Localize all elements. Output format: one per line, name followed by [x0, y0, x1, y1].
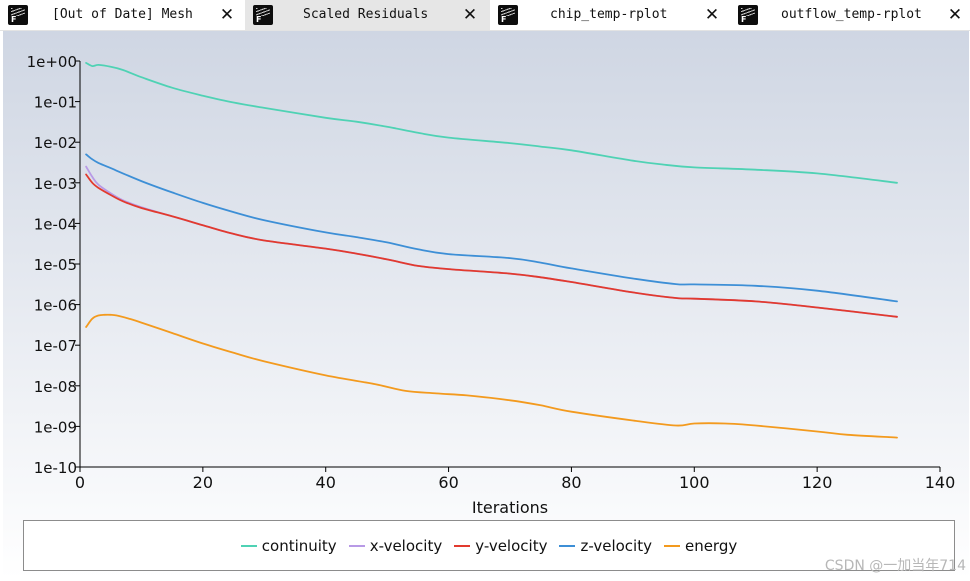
tab-outflow-temp-rplot[interactable]: F outflow_temp-rplot ✕	[730, 0, 970, 30]
close-icon[interactable]: ✕	[947, 5, 963, 25]
y-tick-label: 1e-04	[34, 215, 77, 233]
y-tick-label: 1e-09	[34, 418, 77, 436]
watermark: CSDN @一加当年714	[824, 558, 966, 574]
legend-item-continuity: continuity	[240, 536, 337, 555]
x-tick-label: 40	[316, 473, 336, 492]
legend-item-z-velocity: z-velocity	[559, 537, 652, 555]
close-icon[interactable]: ✕	[462, 5, 478, 25]
y-tick-label: 1e-06	[34, 297, 77, 315]
legend-label: x-velocity	[369, 536, 443, 555]
legend-item-x-velocity: x-velocity	[348, 536, 443, 555]
legend-label: energy	[684, 536, 738, 555]
close-icon[interactable]: ✕	[219, 5, 235, 25]
y-tick-label: 1e-10	[34, 459, 77, 477]
legend: continuity x-velocity y-velocity z-velocity…	[23, 520, 955, 571]
series-lines	[85, 62, 898, 439]
y-tick-label: 1e-01	[34, 94, 77, 112]
fluent-app-icon: F	[498, 5, 518, 25]
tab-label: [Out of Date] Mesh	[52, 7, 193, 22]
y-tick-label: 1e-05	[34, 256, 77, 274]
legend-item-y-velocity: y-velocity	[454, 537, 547, 555]
x-tick-label: 100	[679, 473, 710, 492]
x-tick-label: 20	[193, 473, 213, 492]
y-tick-label: 1e-07	[34, 337, 77, 355]
x-tick-label: 80	[561, 473, 581, 492]
x-tick-label: 120	[802, 473, 833, 492]
y-tick-label: 1e-03	[34, 175, 77, 193]
fluent-app-icon: F	[738, 5, 758, 25]
plot-panel	[3, 31, 969, 579]
tab-label: outflow_temp-rplot	[781, 7, 922, 22]
y-tick-label: 1e+00	[27, 53, 77, 71]
x-tick-label: 0	[75, 473, 85, 492]
y-tick-label: 1e-08	[34, 378, 77, 396]
close-icon[interactable]: ✕	[704, 5, 720, 25]
legend-item-energy: energy	[663, 536, 738, 555]
legend-swatch	[559, 544, 576, 547]
legend-label: y-velocity	[475, 536, 548, 555]
axes: 1e+00 1e-01 1e-02 1e-03 1e-04 1e-05 1e-06 1e-07…	[27, 53, 956, 492]
legend-swatch	[663, 544, 680, 547]
legend-label: z-velocity	[580, 536, 652, 555]
x-axis-label: Iterations	[472, 498, 548, 517]
series-line-continuity	[85, 62, 898, 184]
x-tick-label: 140	[925, 473, 956, 492]
legend-swatch	[454, 544, 471, 547]
series-line-y-velocity	[85, 173, 898, 318]
tab-label: Scaled Residuals	[303, 7, 429, 22]
tab-chip-temp-rplot[interactable]: F chip_temp-rplot ✕	[490, 0, 730, 30]
series-line-z-velocity	[85, 153, 898, 303]
legend-row: continuity x-velocity y-velocity z-velocity…	[24, 521, 954, 570]
legend-swatch	[240, 544, 257, 547]
series-line-energy	[85, 313, 898, 439]
fluent-app-icon: F	[8, 5, 28, 25]
legend-label: continuity	[261, 536, 337, 555]
tab-mesh[interactable]: F [Out of Date] Mesh ✕	[0, 0, 245, 30]
fluent-app-icon: F	[253, 5, 273, 25]
legend-swatch	[348, 544, 365, 547]
y-tick-label: 1e-02	[34, 134, 77, 152]
tab-label: chip_temp-rplot	[550, 7, 668, 22]
x-tick-label: 60	[438, 473, 458, 492]
series-line-x-velocity	[85, 165, 898, 318]
tab-bar: F [Out of Date] Mesh ✕ F Scaled Residual…	[0, 0, 970, 31]
tab-scaled-residuals[interactable]: F Scaled Residuals ✕	[245, 0, 490, 30]
